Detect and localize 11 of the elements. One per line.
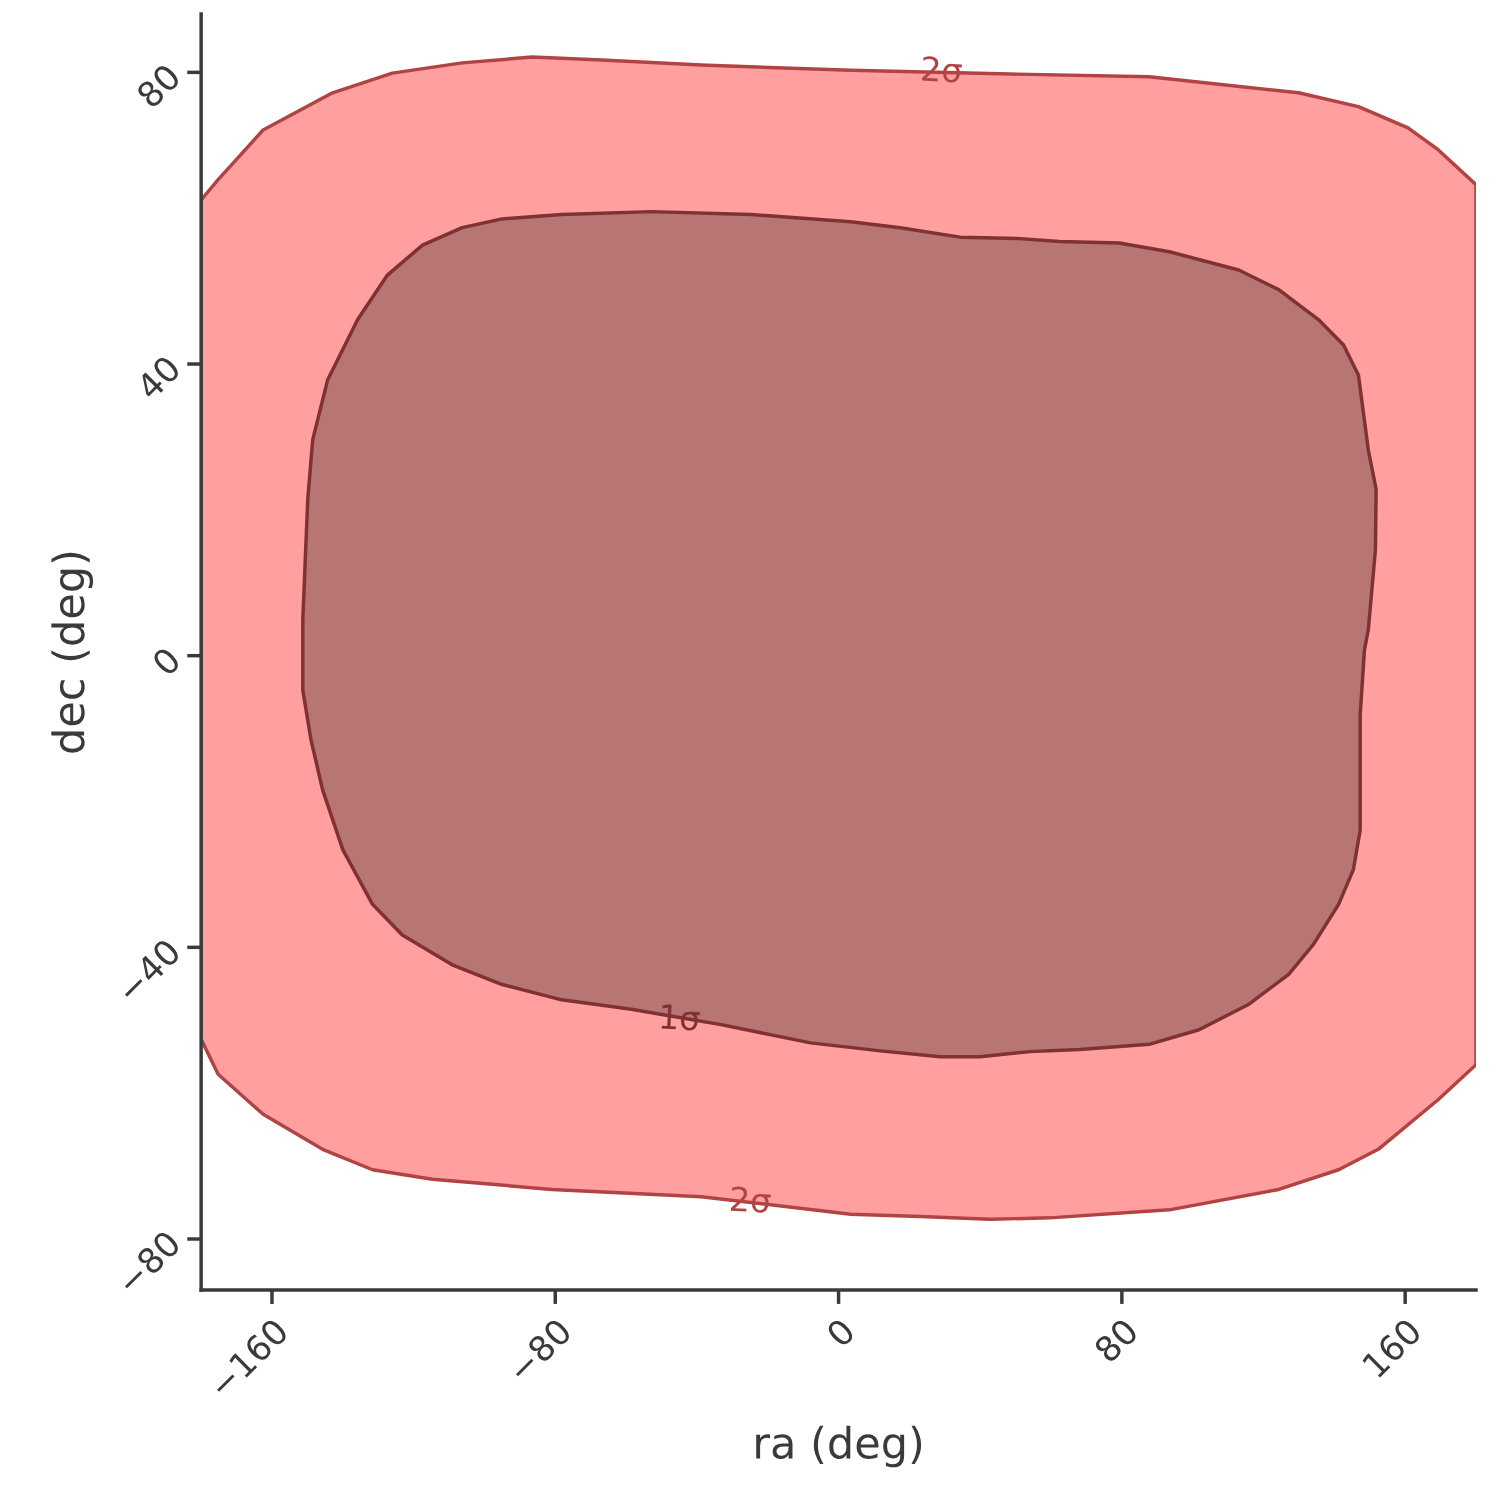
x-tick-label: 80 [1092, 1317, 1140, 1364]
y-tick-label: −80 [115, 1229, 182, 1296]
y-axis-title: dec (deg) [51, 552, 94, 753]
y-tick-label: 40 [134, 354, 182, 402]
x-tick-label: −80 [506, 1317, 573, 1384]
y-tick-label: 80 [135, 62, 182, 110]
x-tick-label: 160 [1361, 1317, 1423, 1379]
y-tick-label: 0 [150, 645, 182, 677]
x-axis-title: ra (deg) [756, 1425, 922, 1468]
y-tick-label: −40 [115, 937, 182, 1004]
x-tick-label: 0 [825, 1317, 856, 1349]
